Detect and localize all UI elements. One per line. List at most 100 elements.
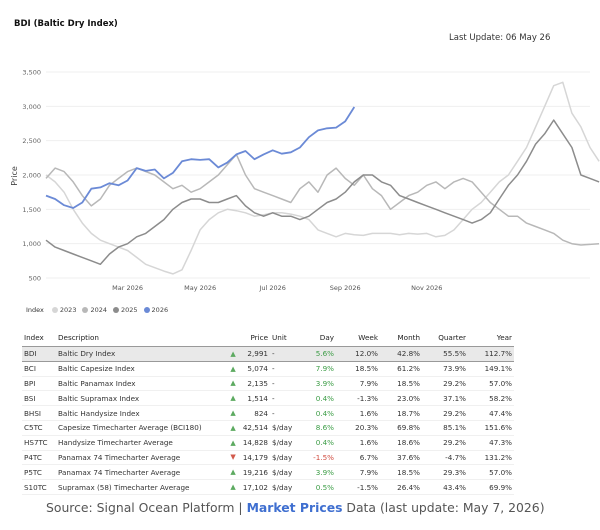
- cell-week: -1.3%: [336, 390, 380, 407]
- trend-arrow-icon: ▼: [228, 450, 239, 466]
- cell-unit: -: [270, 376, 298, 392]
- legend-dot-icon: [143, 307, 150, 313]
- table-row[interactable]: BSI Baltic Supramax Index ▲ 1,514-0.4% -1.3%…: [22, 390, 514, 407]
- cell-day: 0.4%: [298, 390, 336, 407]
- legend-dot-icon: [51, 307, 58, 313]
- cell-week: 7.9%: [336, 464, 380, 481]
- cell-index: S10TC: [22, 479, 56, 495]
- cell-unit: -: [270, 405, 298, 421]
- cell-year: 151.6%: [468, 420, 514, 436]
- table-row[interactable]: BCI Baltic Capesize Index ▲ 5,074-7.9% 18.5%…: [22, 361, 514, 377]
- cell-year: 47.4%: [468, 405, 514, 421]
- cell-week: 7.9%: [336, 376, 380, 392]
- cell-month: 26.4%: [380, 479, 422, 495]
- cell-description: Baltic Capesize Index: [56, 361, 228, 377]
- cell-month: 23.0%: [380, 390, 422, 407]
- table-row[interactable]: P4TC Panamax 74 Timecharter Average ▼ 14,17…: [22, 450, 514, 466]
- chart-legend: Index 2023 2024 2025 2026: [26, 306, 174, 314]
- cell-index: BCI: [22, 361, 56, 377]
- cell-index: BSI: [22, 390, 56, 407]
- col-unit[interactable]: Unit: [270, 330, 298, 347]
- cell-year: 69.9%: [468, 479, 514, 495]
- cell-year: 131.2%: [468, 450, 514, 466]
- cell-year: 58.2%: [468, 390, 514, 407]
- table-row[interactable]: BHSI Baltic Handysize Index ▲ 824-0.4% 1.6% 1…: [22, 405, 514, 421]
- cell-year: 57.0%: [468, 376, 514, 392]
- cell-unit: $/day: [270, 450, 298, 466]
- y-axis-label: Price: [10, 166, 19, 186]
- legend-label: 2023: [59, 306, 77, 314]
- cell-price: 2,991: [238, 346, 270, 362]
- cell-description: Supramax (58) Timecharter Average: [56, 479, 228, 495]
- table-row[interactable]: S10TC Supramax (58) Timecharter Average ▲ 1…: [22, 479, 514, 495]
- cell-description: Baltic Handysize Index: [56, 405, 228, 421]
- cell-day: 8.6%: [298, 420, 336, 436]
- legend-item[interactable]: 2023: [51, 306, 77, 314]
- legend-item[interactable]: 2025: [113, 306, 138, 314]
- col-month[interactable]: Month: [380, 330, 422, 347]
- cell-unit: $/day: [270, 435, 298, 451]
- col-index[interactable]: Index: [22, 330, 56, 347]
- table-row[interactable]: BDI Baltic Dry Index ▲ 2,991-5.6% 12.0% 42.8%…: [22, 346, 514, 362]
- cell-week: 6.7%: [336, 450, 380, 466]
- col-year[interactable]: Year: [468, 330, 514, 347]
- trend-arrow-icon: ▲: [228, 479, 239, 495]
- cell-week: 1.6%: [336, 405, 380, 421]
- chart-title: BDI (Baltic Dry Index): [14, 19, 118, 29]
- trend-arrow-icon: ▲: [228, 376, 239, 392]
- table-row[interactable]: C5TC Capesize Timecharter Average (BCI180…: [22, 420, 514, 436]
- cell-price: 19,216: [238, 464, 270, 481]
- series-line-2023: [45, 81, 600, 275]
- cell-unit: $/day: [270, 479, 298, 495]
- x-tick-label: Jul 2026: [258, 284, 285, 292]
- cell-week: 12.0%: [336, 346, 380, 362]
- legend-item[interactable]: 2026: [143, 306, 168, 314]
- cell-day: 3.9%: [298, 464, 336, 481]
- y-tick-label: 1,500: [22, 206, 41, 214]
- trend-arrow-icon: ▲: [228, 361, 239, 377]
- legend-dot-icon: [82, 307, 89, 313]
- cell-quarter: 37.1%: [422, 390, 468, 407]
- trend-arrow-icon: ▲: [228, 405, 239, 421]
- cell-quarter: 73.9%: [422, 361, 468, 377]
- table-row[interactable]: HS7TC Handysize Timecharter Average ▲ 14,82…: [22, 435, 514, 451]
- cell-month: 18.5%: [380, 376, 422, 392]
- trend-arrow-icon: ▲: [228, 390, 239, 407]
- table-row[interactable]: BPI Baltic Panamax Index ▲ 2,135-3.9% 7.9% 18…: [22, 376, 514, 392]
- table-header-row: Index Description Price Unit Day Week Mo…: [22, 330, 514, 347]
- cell-day: -1.5%: [298, 450, 336, 466]
- cell-week: 18.5%: [336, 361, 380, 377]
- cell-quarter: 29.3%: [422, 464, 468, 481]
- cell-day: 5.6%: [298, 346, 336, 362]
- col-description[interactable]: Description: [56, 330, 228, 347]
- legend-item[interactable]: 2024: [82, 306, 107, 314]
- market-prices-table: Index Description Price Unit Day Week Mo…: [22, 330, 514, 495]
- x-tick-label: Mar 2026: [112, 284, 143, 292]
- x-tick-label: Sep 2026: [330, 284, 361, 292]
- cell-price: 5,074: [238, 361, 270, 377]
- col-week[interactable]: Week: [336, 330, 380, 347]
- y-tick-label: 1,000: [22, 240, 41, 248]
- cell-price: 42,514: [238, 420, 270, 436]
- cell-week: 1.6%: [336, 435, 380, 451]
- cell-year: 47.3%: [468, 435, 514, 451]
- y-tick-label: 3,500: [22, 69, 41, 77]
- cell-index: BHSI: [22, 405, 56, 421]
- cell-index: HS7TC: [22, 435, 56, 451]
- last-update-label: Last Update: 06 May 26: [449, 33, 551, 43]
- source-suffix: Data (last update: May 7, 2026): [342, 500, 545, 515]
- col-price[interactable]: Price: [228, 330, 270, 347]
- market-prices-link[interactable]: Market Prices: [246, 500, 343, 515]
- cell-description: Baltic Supramax Index: [56, 390, 228, 407]
- cell-price: 14,828: [238, 435, 270, 451]
- col-day[interactable]: Day: [298, 330, 336, 347]
- x-tick-label: Nov 2026: [411, 284, 442, 292]
- cell-quarter: 29.2%: [422, 435, 468, 451]
- cell-unit: -: [270, 390, 298, 407]
- col-quarter[interactable]: Quarter: [422, 330, 468, 347]
- legend-dot-icon: [113, 307, 119, 313]
- trend-arrow-icon: ▲: [228, 420, 239, 436]
- cell-year: 57.0%: [468, 464, 514, 481]
- table-row[interactable]: P5TC Panamax 74 Timecharter Average ▲ 19,21…: [22, 464, 514, 481]
- cell-day: 0.4%: [298, 435, 336, 451]
